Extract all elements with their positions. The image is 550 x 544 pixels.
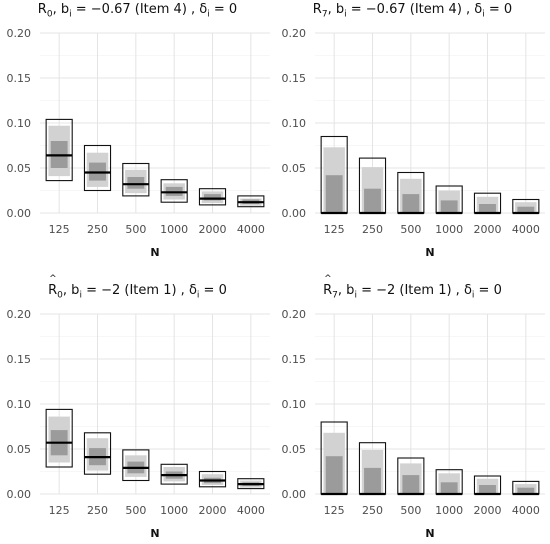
bar-dark xyxy=(364,188,381,213)
y-tick-label: 0.15 xyxy=(7,72,32,85)
x-tick-label: 125 xyxy=(49,504,70,517)
bar-outline xyxy=(122,162,150,197)
bar-dark xyxy=(127,177,145,189)
x-tick-label: 125 xyxy=(324,504,345,517)
bar-dark xyxy=(440,200,458,213)
y-tick-label: 0.00 xyxy=(7,488,32,501)
x-tick-label: 250 xyxy=(87,223,108,236)
bar-outline xyxy=(45,118,73,182)
y-tick-label: 0.20 xyxy=(7,308,32,321)
y-tick-label: 0.15 xyxy=(282,72,307,85)
bar-outline xyxy=(160,179,188,203)
bar-outline xyxy=(83,432,112,475)
x-tick-label: 125 xyxy=(324,223,345,236)
chart-r7-item1: 0.00 0.05 0.10 0.15 0.20 125 250 500 1000 2000 400… xyxy=(282,308,545,540)
y-tick-label: 0.10 xyxy=(282,117,307,130)
x-tick-label: 500 xyxy=(400,504,421,517)
bar-outline xyxy=(83,144,112,192)
x-tick-label: 1000 xyxy=(160,504,188,517)
chart-r0-item4: 0.00 0.05 0.10 0.15 0.20 125 250 500 1000 2000 400… xyxy=(7,27,270,259)
bar-outline xyxy=(198,188,227,206)
x-tick-label: 1000 xyxy=(435,504,463,517)
y-tick-label: 0.05 xyxy=(7,162,32,175)
y-tick-label: 0.20 xyxy=(7,27,32,40)
y-tick-label: 0.00 xyxy=(282,488,307,501)
panel-r7-item4: ^R7, bi = −0.67 (Item 4) , δi = 0 0.000.… xyxy=(275,0,550,272)
x-tick-label: 2000 xyxy=(474,223,502,236)
panel-title: ^ R0, bi = −2 (Item 1) , δi = 0 xyxy=(48,274,227,301)
x-tick-label: 500 xyxy=(400,223,421,236)
x-axis-label: N xyxy=(150,527,159,540)
x-tick-label: 2000 xyxy=(199,223,227,236)
y-tick-label: 0.05 xyxy=(282,443,307,456)
y-tick-label: 0.15 xyxy=(7,353,32,366)
x-tick-label: 1000 xyxy=(435,223,463,236)
panel-title: ^ R7, bi = −2 (Item 1) , δi = 0 xyxy=(323,274,502,301)
y-tick-label: 0.05 xyxy=(7,443,32,456)
bar-dark xyxy=(517,206,535,213)
x-tick-label: 500 xyxy=(125,223,146,236)
y-tick-label: 0.20 xyxy=(282,27,307,40)
x-tick-label: 2000 xyxy=(199,504,227,517)
x-tick-label: 4000 xyxy=(237,223,265,236)
x-tick-label: 2000 xyxy=(474,504,502,517)
y-tick-label: 0.15 xyxy=(282,353,307,366)
bar-dark xyxy=(325,175,343,213)
bar-dark xyxy=(517,487,535,494)
panel-title: ^R0, bi = −0.67 (Item 4) , δi = 0 xyxy=(37,0,238,20)
chart-r0-item1: 0.00 0.05 0.10 0.15 0.20 125 250 500 1000 2000 400… xyxy=(7,308,270,540)
bar-dark xyxy=(479,204,496,213)
bar-dark xyxy=(402,194,420,213)
bar-dark xyxy=(402,475,420,494)
x-tick-label: 4000 xyxy=(237,504,265,517)
bar-dark xyxy=(204,194,221,201)
chart-r7-item4: 0.00 0.05 0.10 0.15 0.20 125 250 500 1000 2000 400… xyxy=(282,27,545,259)
y-tick-label: 0.10 xyxy=(7,117,32,130)
x-tick-label: 1000 xyxy=(160,223,188,236)
bar-dark xyxy=(325,456,343,494)
y-tick-label: 0.00 xyxy=(7,207,32,220)
y-tick-label: 0.10 xyxy=(282,398,307,411)
x-tick-label: 4000 xyxy=(512,504,540,517)
bar-outline xyxy=(45,408,73,468)
panel-r7-item1: ^ R7, bi = −2 (Item 1) , δi = 0 0.00 0.05 0… xyxy=(275,274,550,544)
x-tick-label: 4000 xyxy=(512,223,540,236)
y-tick-label: 0.00 xyxy=(282,207,307,220)
x-tick-label: 250 xyxy=(362,504,383,517)
x-tick-label: 250 xyxy=(87,504,108,517)
y-tick-label: 0.20 xyxy=(282,308,307,321)
x-axis-label: N xyxy=(425,527,434,540)
y-tick-label: 0.05 xyxy=(282,162,307,175)
bar-dark xyxy=(440,482,458,494)
x-axis-label: N xyxy=(150,246,159,259)
bar-outline xyxy=(198,470,227,488)
bar-dark xyxy=(479,485,496,494)
panel-r0-item1: ^ R0, bi = −2 (Item 1) , δi = 0 0.00 0.05 0… xyxy=(0,274,275,544)
bar-outline xyxy=(122,449,150,482)
y-tick-label: 0.10 xyxy=(7,398,32,411)
x-tick-label: 500 xyxy=(125,504,146,517)
x-axis-label: N xyxy=(425,246,434,259)
bar-dark xyxy=(364,467,381,494)
panel-r0-item4: ^R0, bi = −0.67 (Item 4) , δi = 0 0.000.… xyxy=(0,0,275,272)
panel-title: ^R7, bi = −0.67 (Item 4) , δi = 0 xyxy=(312,0,513,20)
x-tick-label: 125 xyxy=(49,223,70,236)
x-tick-label: 250 xyxy=(362,223,383,236)
